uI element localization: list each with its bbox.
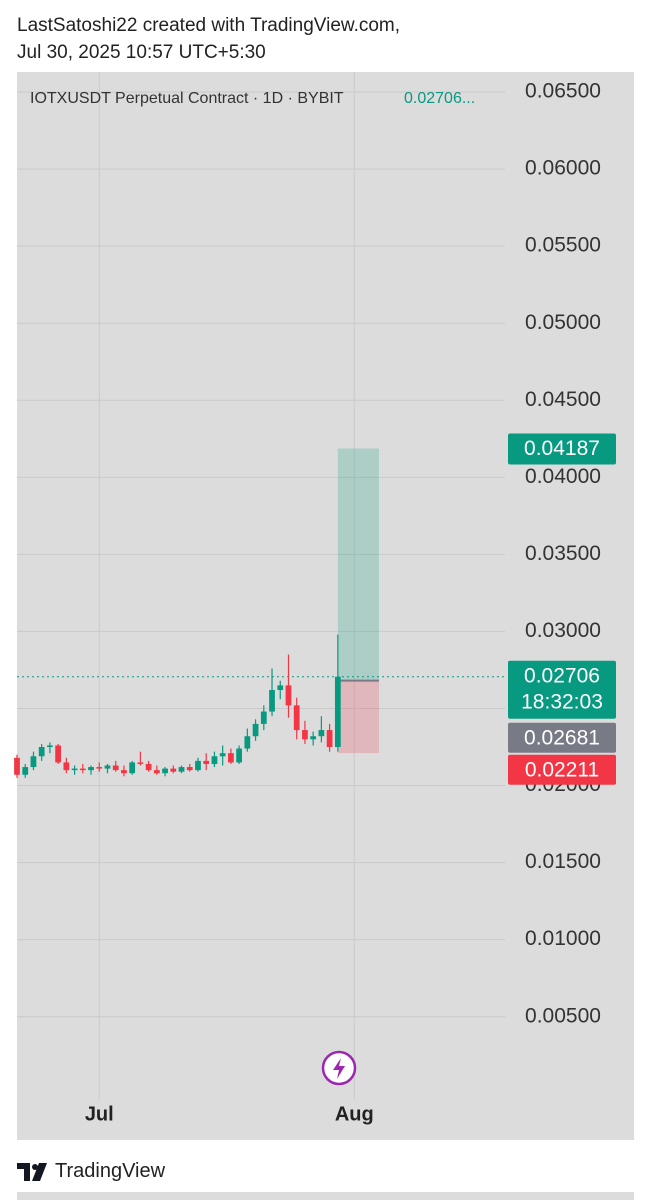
y-tick-label: 0.01000 bbox=[525, 927, 601, 950]
y-tick-label: 0.01500 bbox=[525, 850, 601, 873]
x-tick-label: Aug bbox=[335, 1103, 374, 1125]
candle-body bbox=[14, 757, 20, 775]
chart: 0.005000.010000.015000.020000.025000.030… bbox=[14, 72, 634, 1140]
author-line: LastSatoshi22 created with TradingView.c… bbox=[17, 15, 401, 36]
candle-body bbox=[71, 768, 78, 771]
candle-body bbox=[162, 768, 168, 774]
target-label: 0.04187 bbox=[524, 437, 600, 460]
brand-logo bbox=[17, 1162, 47, 1181]
candle-body bbox=[293, 705, 300, 731]
candle-body bbox=[228, 753, 234, 763]
chart-background bbox=[17, 72, 634, 1140]
candle-body bbox=[137, 762, 144, 764]
y-tick-label: 0.05000 bbox=[525, 311, 601, 334]
candle-body bbox=[121, 770, 127, 774]
candle-body bbox=[178, 767, 185, 772]
stop-badge bbox=[508, 754, 616, 785]
candle-body bbox=[302, 730, 308, 740]
y-tick-label: 0.03000 bbox=[525, 619, 601, 642]
candle-body bbox=[63, 762, 70, 771]
candle-body bbox=[195, 760, 201, 771]
y-tick-label: 0.04000 bbox=[525, 465, 601, 488]
candle-body bbox=[310, 736, 317, 740]
candle-body bbox=[285, 685, 292, 706]
candle-body bbox=[244, 736, 251, 749]
legend: IOTXUSDT Perpetual Contract · 1D · BYBIT bbox=[30, 90, 344, 107]
footer: TradingView bbox=[17, 1160, 165, 1183]
y-tick-label: 0.03500 bbox=[525, 542, 601, 565]
candle-body bbox=[269, 689, 275, 712]
candle-body bbox=[252, 723, 259, 737]
stop-label: 0.02211 bbox=[525, 758, 599, 781]
candle-body bbox=[186, 767, 193, 771]
candle-body bbox=[38, 747, 45, 757]
candle-body bbox=[47, 745, 53, 748]
y-tick-label: 0.00500 bbox=[525, 1004, 601, 1027]
candle-body bbox=[326, 730, 333, 748]
candle-body bbox=[22, 767, 29, 775]
candle-body bbox=[170, 768, 177, 772]
current-price-label: 0.02706 bbox=[524, 664, 600, 687]
candle-body bbox=[30, 756, 37, 768]
y-tick-label: 0.05500 bbox=[525, 234, 601, 257]
candle-body bbox=[104, 765, 111, 769]
entry-label: 0.02681 bbox=[524, 726, 600, 749]
candle-body bbox=[277, 685, 284, 690]
x-tick-label: Jul bbox=[85, 1103, 114, 1125]
candle-body bbox=[129, 762, 136, 774]
candle-body bbox=[334, 676, 341, 748]
brand: TradingView bbox=[55, 1160, 166, 1182]
candle-body bbox=[260, 711, 267, 724]
y-tick-label: 0.04500 bbox=[525, 388, 601, 411]
footer-rule bbox=[17, 1192, 634, 1200]
y-tick-label: 0.06000 bbox=[525, 157, 601, 180]
countdown: 18:32:03 bbox=[521, 690, 603, 713]
candle-body bbox=[88, 767, 94, 771]
stop-zone bbox=[337, 680, 379, 754]
candle-body bbox=[203, 760, 210, 764]
candle-body bbox=[236, 748, 242, 763]
legend-price: 0.02706... bbox=[404, 90, 475, 107]
candle-body bbox=[112, 765, 119, 771]
candle-body bbox=[79, 768, 86, 771]
target-zone bbox=[337, 448, 379, 681]
current-price-badge bbox=[508, 660, 616, 719]
candle-body bbox=[96, 767, 103, 769]
candle-body bbox=[318, 730, 325, 737]
candle-body bbox=[219, 753, 226, 757]
entry-badge bbox=[508, 722, 616, 753]
event-bolt bbox=[333, 1058, 345, 1079]
attribution: LastSatoshi22 created with TradingView.c… bbox=[17, 12, 400, 66]
candle-body bbox=[55, 745, 62, 763]
target-badge bbox=[508, 433, 616, 465]
candle-body bbox=[211, 756, 218, 764]
candle-body bbox=[153, 770, 160, 774]
date-line: Jul 30, 2025 10:57 UTC+5:30 bbox=[17, 42, 266, 63]
y-tick-label: 0.06500 bbox=[525, 80, 601, 103]
candle-body bbox=[145, 763, 152, 771]
